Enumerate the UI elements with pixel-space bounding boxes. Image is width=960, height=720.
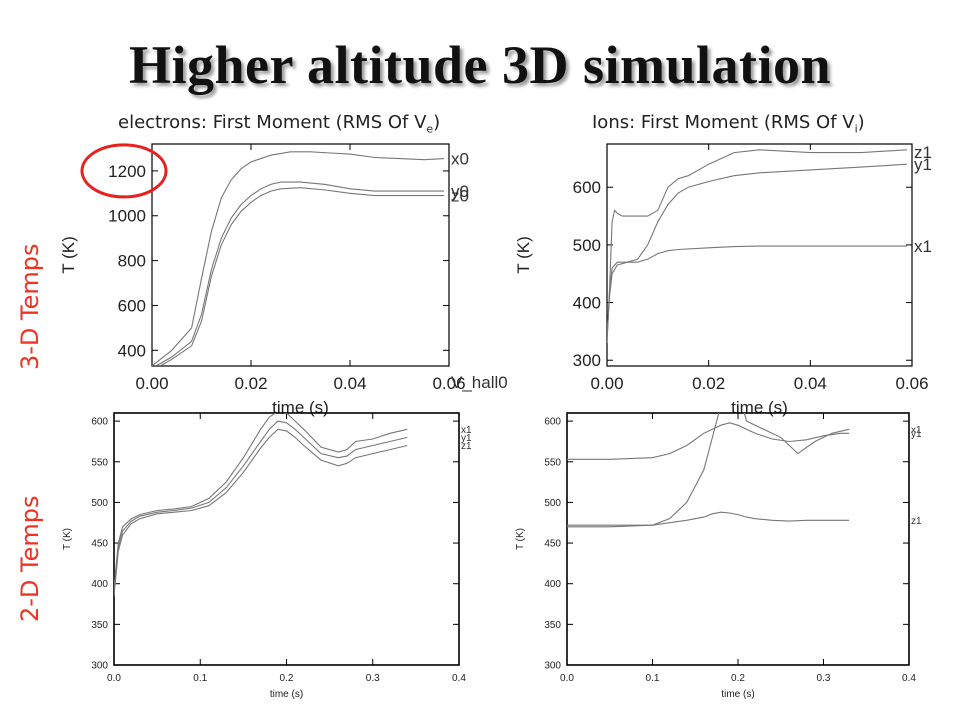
slide-title: Higher altitude 3D simulation bbox=[128, 35, 832, 95]
p4-xtick-label: 0.4 bbox=[902, 673, 916, 684]
p1-frame bbox=[151, 143, 450, 367]
p3-ytick-label: 450 bbox=[91, 539, 108, 550]
p3-xtick-label: 0.0 bbox=[107, 673, 121, 684]
p2-ylabel: T (K) bbox=[514, 236, 533, 273]
p1-highlight-ellipse bbox=[80, 143, 168, 199]
p3-series-label-z1: z1 bbox=[461, 441, 472, 452]
p1-ytick-label: 1200 bbox=[108, 162, 146, 181]
p3-series-x1 bbox=[114, 413, 408, 588]
p3-ytick-label: 400 bbox=[91, 579, 108, 590]
p2-ytick-label: 600 bbox=[573, 178, 601, 197]
p4-ytick-label: 400 bbox=[544, 579, 561, 590]
p4-ytick-label: 350 bbox=[544, 620, 561, 631]
p2-xtick-label: 0.00 bbox=[590, 374, 623, 393]
p3-plot: 300 350 400 450 500 550 600 0.0 0.1 0.2 0.3 0.4 time… bbox=[62, 412, 472, 700]
p2-xlabel: time (s) bbox=[731, 398, 788, 417]
p3-series-y1 bbox=[114, 420, 408, 592]
left-subtitle: electrons: First Moment (RMS Of Ve) bbox=[118, 112, 440, 136]
p4-xtick-label: 0.3 bbox=[817, 673, 831, 684]
p3-xtick-label: 0.2 bbox=[280, 673, 294, 684]
right-subtitle-subscript: i bbox=[854, 122, 858, 136]
p4-ytick-label: 550 bbox=[544, 457, 561, 468]
p3-series-label-y1: y1 bbox=[461, 433, 472, 444]
p4-ytick-label: 500 bbox=[544, 498, 561, 509]
p4-xtick-label: 0.1 bbox=[646, 673, 660, 684]
p2-series-z1 bbox=[607, 149, 907, 343]
right-subtitle-suffix: ) bbox=[857, 112, 865, 133]
p4-ytick-label: 300 bbox=[544, 661, 561, 672]
p2-series-x1 bbox=[607, 245, 907, 338]
p1-series-label-z0: z0 bbox=[451, 187, 469, 206]
left-subtitle-prefix: electrons: First Moment (RMS Of V bbox=[118, 112, 427, 133]
p3-series-z1 bbox=[114, 428, 408, 596]
p4-ylabel: T (K) bbox=[515, 528, 526, 550]
p3-ytick-label: 550 bbox=[91, 457, 108, 468]
p1-xtick-label: 0.00 bbox=[135, 374, 168, 393]
p4-series-z1 bbox=[567, 511, 850, 528]
p1-series-label-y0: y0 bbox=[451, 182, 469, 201]
p2-series-y1 bbox=[607, 163, 907, 338]
p4-series-label-y1: y1 bbox=[911, 429, 922, 440]
p4-frame bbox=[566, 412, 910, 666]
p1-xtick-label: 0.04 bbox=[333, 374, 366, 393]
p4-ytick-label: 450 bbox=[544, 539, 561, 550]
p1-ytick-label: 600 bbox=[118, 296, 146, 315]
p1-ytick-label: 800 bbox=[118, 252, 146, 271]
p1-series-x0 bbox=[152, 151, 445, 366]
p2-series-label-x1: x1 bbox=[914, 237, 932, 256]
p1-plot: 400 600 800 1000 1200 0.00 0.02 0.04 0.06 time (s… bbox=[59, 143, 508, 417]
p1-ylabel: T (K) bbox=[59, 236, 78, 273]
p3-series-label-x1: x1 bbox=[461, 425, 472, 436]
p1-xlabel: time (s) bbox=[272, 398, 329, 417]
p2-xtick-label: 0.04 bbox=[794, 374, 827, 393]
p3-xtick-label: 0.1 bbox=[193, 673, 207, 684]
p3-frame bbox=[113, 412, 460, 666]
p4-ytick-label: 600 bbox=[544, 417, 561, 428]
p4-series-x1 bbox=[567, 413, 850, 526]
p1-ytick-label: 400 bbox=[118, 341, 146, 360]
p4-plot: 300 350 400 450 500 550 600 0.0 0.1 0.2 0.3 0.4 time… bbox=[515, 412, 922, 700]
p3-ytick-label: 600 bbox=[91, 417, 108, 428]
p1-series-z0 bbox=[158, 187, 445, 366]
left-subtitle-suffix: ) bbox=[433, 112, 441, 133]
p3-xtick-label: 0.4 bbox=[452, 673, 466, 684]
p3-ytick-label: 500 bbox=[91, 498, 108, 509]
p3-ytick-label: 300 bbox=[91, 661, 108, 672]
p3-ylabel: T (K) bbox=[62, 528, 73, 550]
p1-xtick-label: 0.02 bbox=[234, 374, 267, 393]
p1-annotation: V_hall0 bbox=[451, 373, 508, 392]
p1-series-y0 bbox=[154, 181, 445, 366]
p2-plot: 300 400 500 600 0.00 0.02 0.04 0.06 time (s) T (K… bbox=[514, 143, 932, 417]
p3-xlabel: time (s) bbox=[270, 689, 303, 700]
left-subtitle-subscript: e bbox=[426, 122, 434, 136]
right-subtitle-prefix: Ions: First Moment (RMS Of V bbox=[592, 112, 855, 133]
p4-series-y1 bbox=[567, 422, 850, 460]
p4-xtick-label: 0.0 bbox=[560, 673, 574, 684]
p3-ytick-label: 350 bbox=[91, 620, 108, 631]
p2-ytick-label: 400 bbox=[573, 294, 601, 313]
p3-xtick-label: 0.3 bbox=[366, 673, 380, 684]
p4-xtick-label: 0.2 bbox=[731, 673, 745, 684]
p2-series-label-z1: z1 bbox=[914, 143, 932, 162]
p1-xtick-label: 0.06 bbox=[432, 374, 465, 393]
p4-xlabel: time (s) bbox=[721, 689, 754, 700]
p4-series-label-z1: z1 bbox=[911, 516, 922, 527]
p2-xtick-label: 0.06 bbox=[895, 374, 928, 393]
p4-series-label-x1: x1 bbox=[911, 425, 922, 436]
right-subtitle: Ions: First Moment (RMS Of Vi) bbox=[592, 112, 865, 136]
p2-series-label-y1: y1 bbox=[914, 155, 932, 174]
p2-ytick-label: 500 bbox=[573, 236, 601, 255]
p2-xtick-label: 0.02 bbox=[692, 374, 725, 393]
p2-frame bbox=[606, 143, 913, 367]
p1-series-label-x0: x0 bbox=[451, 150, 469, 169]
p2-ytick-label: 300 bbox=[573, 351, 601, 370]
p1-ytick-label: 1000 bbox=[108, 207, 146, 226]
